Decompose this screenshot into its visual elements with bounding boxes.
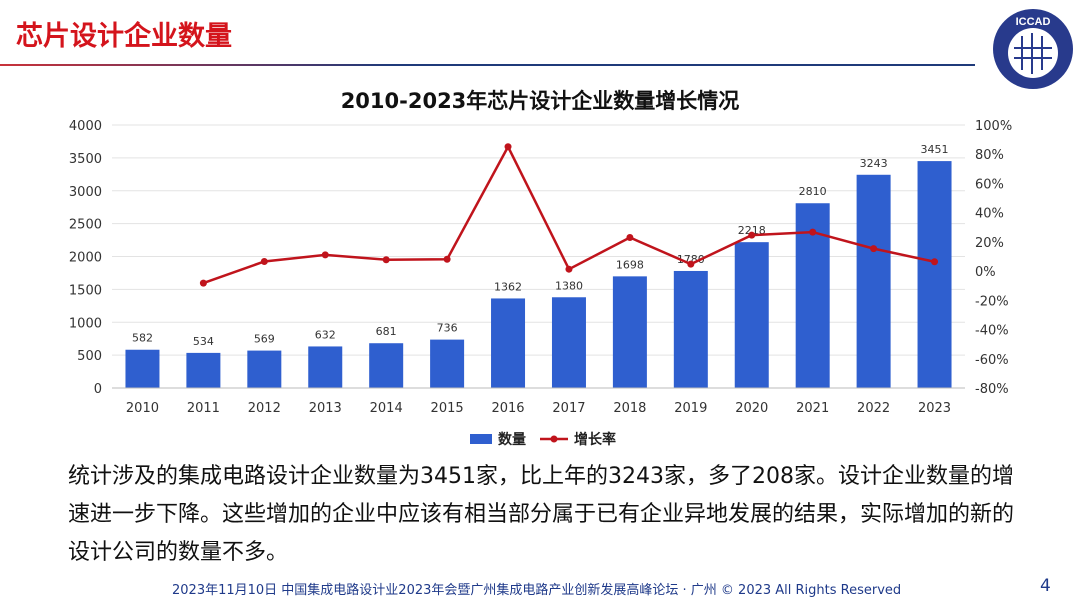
bar-data-label: 632 [315, 328, 336, 341]
left-tick-label: 3500 [69, 152, 102, 167]
bar-data-label: 2810 [799, 185, 827, 198]
bar-data-label: 582 [132, 332, 153, 345]
growth-point [504, 143, 512, 151]
left-tick-label: 0 [94, 382, 102, 397]
bar-data-label: 1698 [616, 258, 644, 271]
bar [673, 270, 708, 388]
right-tick-label: 100% [975, 119, 1012, 134]
left-tick-label: 1000 [69, 316, 102, 331]
x-tick-label: 2010 [126, 401, 159, 416]
bar-data-label: 736 [437, 322, 458, 335]
bar-data-label: 569 [254, 333, 275, 346]
x-tick-label: 2013 [309, 401, 342, 416]
bar [308, 346, 343, 388]
bar-data-label: 681 [376, 325, 397, 338]
bar [612, 276, 647, 388]
growth-point [931, 258, 939, 266]
x-tick-label: 2017 [552, 401, 585, 416]
bar-data-label: 3243 [860, 157, 888, 170]
left-tick-label: 500 [77, 349, 102, 364]
x-tick-label: 2012 [248, 401, 281, 416]
left-tick-label: 2000 [69, 251, 102, 266]
right-tick-label: -80% [975, 382, 1009, 397]
right-tick-label: 80% [975, 148, 1004, 163]
x-tick-label: 2015 [431, 401, 464, 416]
growth-chart: 2010-2023年芯片设计企业数量增长情况 0 500 1000 1500 2000 25… [69, 89, 1012, 448]
growth-point [443, 255, 451, 263]
x-tick-label: 2021 [796, 401, 829, 416]
right-tick-label: 0% [975, 265, 996, 280]
x-tick-label: 2018 [613, 401, 646, 416]
right-tick-label: 20% [975, 236, 1004, 251]
growth-point [565, 265, 573, 273]
left-tick-label: 1500 [69, 283, 102, 298]
chart-title: 2010-2023年芯片设计企业数量增长情况 [341, 89, 740, 113]
bar [551, 297, 586, 388]
x-tick-label: 2016 [491, 401, 524, 416]
growth-point [626, 234, 634, 242]
page-number: 4 [1040, 576, 1051, 596]
growth-point [870, 245, 878, 253]
right-tick-label: -20% [975, 294, 1009, 309]
right-tick-label: 60% [975, 177, 1004, 192]
bar-data-label: 3451 [921, 143, 949, 156]
bar [430, 339, 465, 388]
legend-line-marker [550, 435, 558, 443]
bar [186, 352, 221, 388]
bar [125, 349, 160, 388]
bar [369, 343, 404, 388]
x-tick-label: 2019 [674, 401, 707, 416]
footer-text: 2023年11月10日 中国集成电路设计业2023年会暨广州集成电路产业创新发展… [172, 583, 902, 598]
bar [734, 242, 769, 388]
bar-data-label: 1380 [555, 279, 583, 292]
x-tick-label: 2023 [918, 401, 951, 416]
bar [247, 350, 282, 388]
growth-point [687, 260, 695, 268]
left-tick-label: 2500 [69, 218, 102, 233]
left-tick-label: 3000 [69, 185, 102, 200]
x-tick-label: 2022 [857, 401, 890, 416]
legend-line-label: 增长率 [574, 431, 616, 448]
x-tick-label: 2011 [187, 401, 220, 416]
growth-point [199, 279, 207, 287]
bar-data-label: 534 [193, 335, 214, 348]
growth-point [748, 231, 756, 239]
x-tick-label: 2014 [370, 401, 403, 416]
summary-paragraph: 统计涉及的集成电路设计企业数量为3451家，比上年的3243家，多了208家。设… [68, 464, 1015, 565]
bar [856, 174, 891, 388]
right-tick-label: -60% [975, 353, 1009, 368]
right-tick-label: 40% [975, 207, 1004, 222]
bar [491, 298, 526, 388]
legend-bar-swatch [470, 434, 492, 444]
growth-point [382, 256, 390, 264]
iccad-logo: ICCAD [993, 9, 1073, 89]
slide-title: 芯片设计企业数量 [16, 21, 232, 52]
growth-point [260, 257, 268, 265]
x-tick-label: 2020 [735, 401, 768, 416]
growth-point [321, 251, 329, 259]
bar-data-label: 1780 [677, 253, 705, 266]
bar [917, 161, 952, 388]
legend-bar-label: 数量 [498, 431, 526, 448]
left-tick-label: 4000 [69, 119, 102, 134]
right-tick-label: -40% [975, 324, 1009, 339]
growth-point [809, 228, 817, 236]
title-divider [0, 64, 975, 66]
svg-text:ICCAD: ICCAD [1016, 16, 1051, 28]
bar-data-label: 1362 [494, 280, 522, 293]
